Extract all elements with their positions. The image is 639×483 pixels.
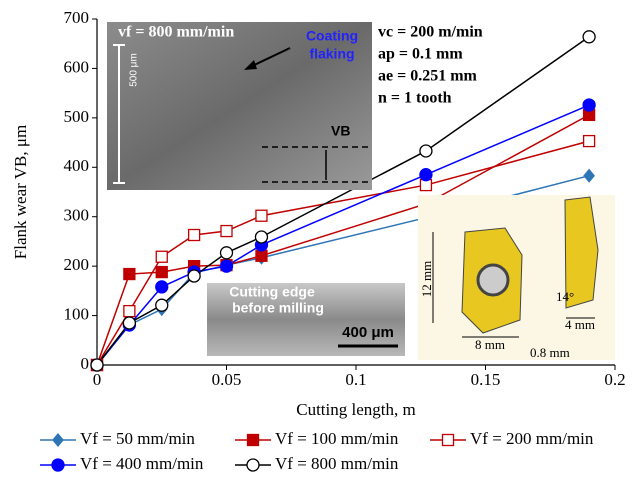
point [53, 434, 63, 446]
point [221, 226, 232, 237]
coating-label: Coating [306, 28, 358, 44]
edge-inset: Cutting edge before milling 400 μm [207, 283, 405, 356]
condition: vc = 200 m/min [378, 24, 483, 41]
point [156, 299, 168, 311]
point [256, 250, 267, 261]
y-tick-label: 400 [64, 156, 90, 175]
point [188, 270, 200, 282]
point [156, 267, 167, 278]
tool-dim: 8 mm [475, 337, 505, 352]
conditions: vc = 200 m/min ap = 0.1 mm ae = 0.251 mm… [378, 24, 483, 107]
x-tick-label: 0 [93, 370, 102, 389]
y-tick-label: 0 [81, 354, 90, 373]
vb-label: VB [331, 123, 350, 139]
sem-inset: vf = 800 mm/min 500 μm Coating flaking V… [107, 22, 372, 190]
tool-dim: 0.8 mm [530, 345, 570, 360]
point [443, 435, 454, 446]
point [124, 269, 135, 280]
point [247, 459, 259, 471]
point [584, 170, 594, 182]
point [583, 99, 595, 111]
edge-caption: before milling [232, 300, 324, 316]
x-axis-label: Cutting length, m [296, 400, 415, 419]
condition: ap = 0.1 mm [378, 46, 463, 63]
legend-entry: Vf = 800 mm/min [235, 454, 399, 473]
y-tick-label: 500 [64, 107, 90, 126]
x-tick-label: 0.2 [604, 370, 625, 389]
point [583, 31, 595, 43]
coating-label: flaking [309, 46, 354, 62]
point [156, 281, 168, 293]
tool-dim: 12 mm [419, 261, 434, 297]
sem-feed: vf = 800 mm/min [118, 24, 234, 41]
legend-label: Vf = 100 mm/min [275, 429, 399, 448]
y-axis-label: Flank wear VB, μm [11, 125, 30, 259]
edge-scale: 400 μm [342, 324, 394, 341]
y-tick-label: 200 [64, 255, 90, 274]
x-tick-label: 0.15 [471, 370, 501, 389]
point [256, 210, 267, 221]
point [52, 459, 64, 471]
condition: n = 1 tooth [378, 90, 452, 107]
point [255, 231, 267, 243]
legend-entry: Vf = 200 mm/min [430, 429, 594, 448]
y-tick-label: 300 [64, 206, 90, 225]
point [248, 435, 259, 446]
y-tick-label: 600 [64, 57, 90, 76]
point [420, 169, 432, 181]
legend-label: Vf = 200 mm/min [470, 429, 594, 448]
legend-label: Vf = 400 mm/min [80, 454, 204, 473]
insert-hole [478, 265, 508, 295]
y-tick-label: 700 [64, 8, 90, 27]
condition: ae = 0.251 mm [378, 68, 478, 85]
x-tick-label: 0.1 [345, 370, 366, 389]
tool-dim: 14° [556, 289, 574, 304]
legend-entry: Vf = 100 mm/min [235, 429, 399, 448]
y-tick-label: 100 [64, 304, 90, 323]
point [221, 247, 233, 259]
legend-label: Vf = 800 mm/min [275, 454, 399, 473]
point [584, 136, 595, 147]
point [123, 317, 135, 329]
tool-dim: 4 mm [565, 317, 595, 332]
legend-label: Vf = 50 mm/min [80, 429, 195, 448]
point [221, 260, 233, 272]
point [156, 251, 167, 262]
tool-inset: 12 mm 8 mm 0.8 mm 14° 4 mm [418, 195, 615, 360]
chart: vf = 800 mm/min 500 μm Coating flaking V… [0, 0, 639, 483]
edge-caption: Cutting edge [229, 284, 315, 300]
legend-entry: Vf = 50 mm/min [40, 429, 195, 448]
sem-scale: 500 μm [129, 53, 140, 87]
x-tick-label: 0.05 [212, 370, 242, 389]
point [124, 306, 135, 317]
point [420, 145, 432, 157]
point [189, 230, 200, 241]
legend-entry: Vf = 400 mm/min [40, 454, 204, 473]
